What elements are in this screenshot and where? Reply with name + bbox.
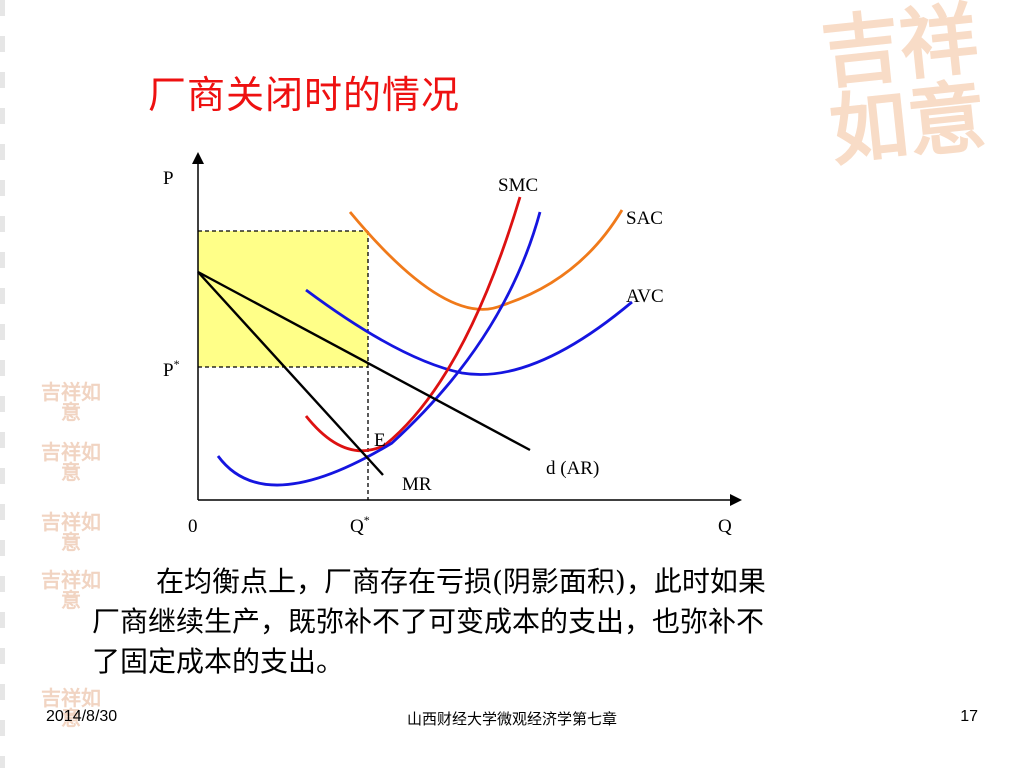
cost-curves-diagram: P Q 0 P* Q* SMC SAC AVC d (AR) MR E [163,152,742,537]
body-line: 了固定成本的支出。 [92,645,345,678]
smc-curve [304,196,522,453]
footer-date: 2014/8/30 [46,708,118,725]
quantity-star-label: Q* [350,513,370,537]
body-line: 在均衡点上，厂商存在亏损(阴影面积)，此时如果 [156,565,766,598]
equilibrium-label: E [374,430,386,451]
slide-title: 厂商关闭时的情况 [148,73,461,117]
y-axis-label: P [163,168,174,189]
avc-label: AVC [626,286,664,307]
avc-curve [305,288,633,376]
price-star-label: P* [163,357,180,381]
footer-course: 山西财经大学微观经济学第七章 [406,710,617,728]
footer-page-number: 17 [960,708,978,725]
sac-label: SAC [626,208,663,229]
demand-line [197,270,531,452]
demand-label: d (AR) [546,458,599,479]
body-paragraph: 在均衡点上，厂商存在亏损(阴影面积)，此时如果 厂商继续生产，既弥补不了可变成本… [92,562,922,682]
origin-label: 0 [188,516,198,537]
smc-label: SMC [498,175,538,196]
mr-label: MR [402,474,432,495]
body-line: 厂商继续生产，既弥补不了可变成本的支出，也弥补不 [92,605,765,638]
loss-area [198,231,368,367]
blue-marginal-curve [216,211,542,487]
mr-line [197,271,384,476]
x-axis-label: Q [718,516,732,537]
